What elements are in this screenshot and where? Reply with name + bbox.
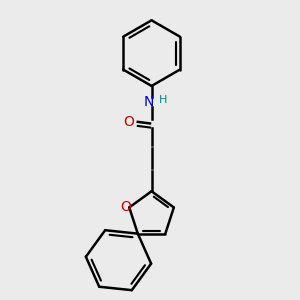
Text: N: N — [144, 94, 154, 109]
Text: H: H — [159, 95, 168, 105]
Text: O: O — [124, 115, 134, 129]
Text: O: O — [120, 200, 131, 214]
